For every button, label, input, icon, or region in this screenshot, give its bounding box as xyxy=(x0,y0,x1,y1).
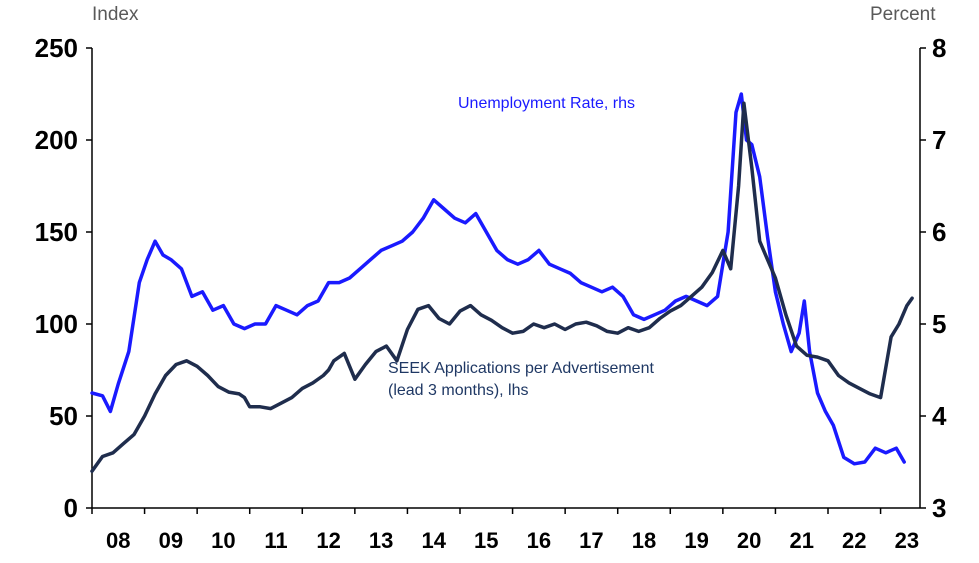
x-tick-label: 17 xyxy=(579,528,603,553)
x-tick-label: 23 xyxy=(895,528,919,553)
right-tick-label: 4 xyxy=(932,401,947,431)
unemployment-series-label: Unemployment Rate, rhs xyxy=(458,95,635,112)
x-tick-label: 09 xyxy=(159,528,183,553)
left-tick-label: 0 xyxy=(64,493,78,523)
x-tick-label: 16 xyxy=(527,528,551,553)
left-axis-title: Index xyxy=(92,4,139,25)
seek-series-label-line1: SEEK Applications per Advertisement xyxy=(388,360,654,377)
unemployment-series-line xyxy=(90,92,906,466)
right-tick-label: 6 xyxy=(932,217,946,247)
series-layer xyxy=(90,92,914,473)
left-axis-ticks: 0 50 100 150 200 250 xyxy=(35,33,92,523)
left-tick-label: 100 xyxy=(35,309,78,339)
x-tick-label: 11 xyxy=(264,528,287,553)
right-tick-label: 5 xyxy=(932,309,946,339)
series-labels: Unemployment Rate, rhs SEEK Applications … xyxy=(388,95,654,399)
x-tick-label: 13 xyxy=(369,528,393,553)
left-tick-label: 200 xyxy=(35,125,78,155)
x-tick-label: 14 xyxy=(421,528,446,553)
x-tick-label: 22 xyxy=(842,528,866,553)
seek-series-label-line2: (lead 3 months), lhs xyxy=(388,382,529,399)
right-axis-title: Percent xyxy=(870,4,936,25)
left-tick-label: 50 xyxy=(49,401,78,431)
x-tick-label: 18 xyxy=(632,528,656,553)
x-tick-label: 10 xyxy=(211,528,235,553)
x-tick-label: 15 xyxy=(474,528,498,553)
x-tick-label: 19 xyxy=(684,528,708,553)
x-tick-label: 08 xyxy=(106,528,130,553)
x-axis-ticks: 08 09 10 11 12 13 14 15 16 17 18 19 20 21 22 23 xyxy=(91,508,919,553)
x-tick-label: 21 xyxy=(789,528,813,553)
left-tick-label: 250 xyxy=(35,33,78,63)
right-tick-label: 8 xyxy=(932,33,946,63)
right-tick-label: 3 xyxy=(932,493,946,523)
right-tick-label: 7 xyxy=(932,125,946,155)
right-axis-ticks: 3 4 5 6 7 8 xyxy=(920,33,947,523)
seek-series-line xyxy=(90,101,914,473)
x-tick-label: 12 xyxy=(316,528,340,553)
left-tick-label: 150 xyxy=(35,217,78,247)
x-tick-label: 20 xyxy=(737,528,761,553)
